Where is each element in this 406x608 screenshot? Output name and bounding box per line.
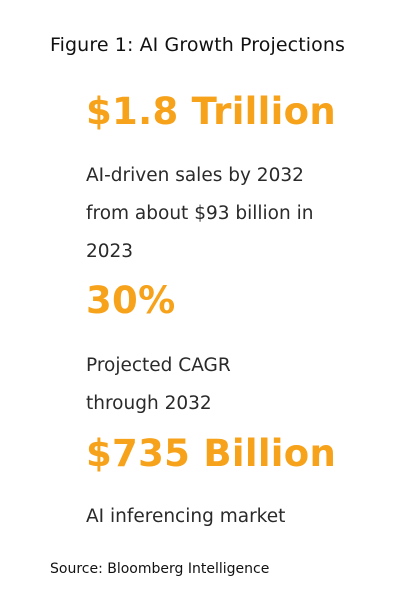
- stat-description-line: 2023: [86, 241, 134, 262]
- stat-value-sales: $1.8 Trillion: [86, 90, 336, 133]
- source-note: Source: Bloomberg Intelligence: [50, 561, 270, 577]
- stat-description-sales: AI-driven sales by 2032 from about $93 b…: [86, 157, 386, 271]
- stat-description-line: Projected CAGR: [86, 355, 231, 376]
- stat-description-line: AI-driven sales by 2032: [86, 165, 304, 186]
- stat-description-inferencing: AI inferencing market: [86, 498, 386, 536]
- stat-description-line: AI inferencing market: [86, 506, 286, 527]
- stat-description-cagr: Projected CAGR through 2032: [86, 347, 386, 423]
- stat-description-line: from about $93 billion in: [86, 203, 314, 224]
- stat-value-cagr: 30%: [86, 279, 176, 322]
- stat-value-inferencing: $735 Billion: [86, 432, 337, 475]
- stat-description-line: through 2032: [86, 393, 212, 414]
- figure-title: Figure 1: AI Growth Projections: [50, 34, 345, 56]
